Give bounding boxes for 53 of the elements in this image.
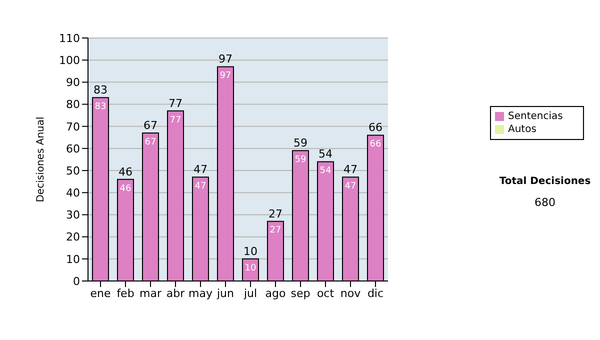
total-label: 77 <box>168 96 182 110</box>
legend-label: Sentencias <box>508 111 563 122</box>
y-tick-label: 30 <box>66 208 80 222</box>
total-label: 10 <box>244 244 258 258</box>
total-label: 97 <box>218 52 232 66</box>
total-label: 67 <box>144 118 158 132</box>
data-label: 59 <box>294 155 306 166</box>
legend-label: Autos <box>508 124 536 135</box>
x-tick-label: jul <box>242 286 258 300</box>
x-tick-label: mar <box>140 286 162 300</box>
x-tick-label: abr <box>166 286 186 300</box>
y-tick-label: 110 <box>59 32 80 45</box>
data-label: 77 <box>170 115 182 126</box>
text: 680 <box>534 196 556 209</box>
total-label: 83 <box>94 84 108 97</box>
x-tick-label: nov <box>340 286 362 300</box>
total-label: 59 <box>294 136 308 150</box>
data-label: 67 <box>144 137 156 148</box>
x-tick-label: jun <box>216 286 234 300</box>
total-label: 47 <box>194 163 208 176</box>
data-label: 47 <box>344 182 356 192</box>
x-tick-label: dic <box>367 286 384 300</box>
y-tick-label: 10 <box>66 252 80 266</box>
total-label: 66 <box>368 121 382 134</box>
x-tick-label: oct <box>316 286 335 300</box>
y-tick-label: 70 <box>66 120 80 134</box>
data-label: 66 <box>370 140 382 150</box>
x-tick-label: ago <box>265 286 286 300</box>
data-label: 10 <box>244 263 256 274</box>
x-tick-label: ene <box>90 286 111 300</box>
data-label: 47 <box>194 182 206 192</box>
y-tick-label: 80 <box>66 98 80 112</box>
x-tick-label: may <box>188 286 213 300</box>
total-label: 47 <box>344 163 358 176</box>
y-tick-label: 50 <box>66 164 80 178</box>
text: Total Decisiones <box>498 176 592 187</box>
y-tick-label: 40 <box>66 186 80 200</box>
total-label: 54 <box>318 148 332 161</box>
data-label: 83 <box>94 102 106 112</box>
data-label: 27 <box>270 226 282 236</box>
data-label: 54 <box>320 166 332 176</box>
y-tick-label: 0 <box>73 274 80 288</box>
y-tick-label: 100 <box>59 54 80 67</box>
total-label: 27 <box>268 207 282 220</box>
y-tick-label: 20 <box>66 230 80 244</box>
y-tick-label: 90 <box>66 76 80 90</box>
y-axis-title: Decisiones Anual <box>36 116 47 202</box>
data-label: 97 <box>220 71 232 82</box>
x-tick-label: feb <box>116 286 134 300</box>
data-label: 46 <box>120 184 132 194</box>
x-tick-label: sep <box>290 286 310 300</box>
total-label: 46 <box>118 165 132 178</box>
y-tick-label: 60 <box>66 142 80 156</box>
